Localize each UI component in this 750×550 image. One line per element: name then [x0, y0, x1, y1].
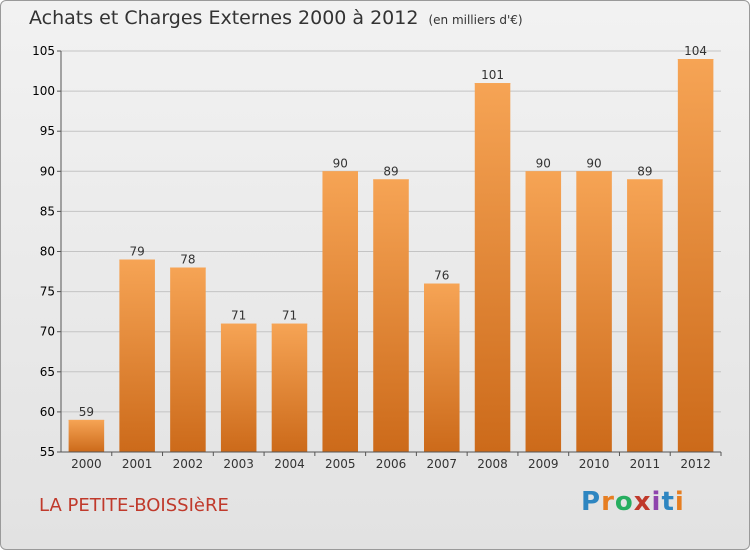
value-label: 89: [637, 164, 652, 178]
value-label: 90: [586, 156, 601, 170]
value-label: 78: [180, 253, 195, 267]
y-tick-label: 80: [40, 245, 55, 259]
value-label: 79: [130, 245, 145, 259]
x-tick-label: 2002: [173, 457, 204, 471]
chart-title-text: Achats et Charges Externes 2000 à 2012: [29, 7, 419, 29]
x-tick-label: 2004: [274, 457, 305, 471]
value-label: 89: [383, 164, 398, 178]
logo-letter: t: [661, 487, 675, 517]
x-tick-label: 2006: [376, 457, 407, 471]
x-tick-label: 2010: [579, 457, 610, 471]
x-tick-label: 2008: [477, 457, 508, 471]
y-tick-label: 95: [40, 124, 55, 138]
bar-series: [68, 59, 714, 453]
x-tick-label: 2009: [528, 457, 559, 471]
value-label: 71: [282, 309, 297, 323]
bar: [68, 419, 105, 452]
y-tick-label: 55: [40, 445, 55, 459]
y-tick-label: 100: [32, 84, 55, 98]
value-label: 90: [333, 156, 348, 170]
y-tick-label: 60: [40, 405, 55, 419]
chart-title: Achats et Charges Externes 2000 à 2012 (e…: [29, 7, 523, 29]
y-tick-label: 105: [32, 44, 55, 58]
bar: [322, 171, 358, 453]
value-label: 71: [231, 309, 246, 323]
bar: [424, 283, 460, 452]
bar: [525, 171, 562, 453]
bar: [119, 259, 155, 452]
logo-letter: r: [601, 487, 615, 517]
x-tick-label: 2011: [630, 457, 661, 471]
logo-letter: i: [674, 487, 685, 517]
bar: [474, 83, 511, 452]
x-tick-label: 2012: [680, 457, 711, 471]
value-label: 104: [684, 44, 707, 58]
x-tick-label: 2000: [71, 457, 102, 471]
y-tick-label: 85: [40, 204, 55, 218]
x-tick-label: 2003: [223, 457, 254, 471]
logo-letter: o: [614, 487, 634, 517]
value-label: 59: [79, 405, 94, 419]
logo-letter: P: [581, 487, 602, 517]
x-tick-label: 2005: [325, 457, 356, 471]
value-label: 90: [536, 156, 551, 170]
bar: [627, 179, 663, 452]
value-label: 101: [481, 68, 504, 82]
commune-name: LA PETITE-BOISSIèRE: [39, 495, 229, 516]
value-label: 76: [434, 269, 449, 283]
y-tick-label: 90: [40, 164, 55, 178]
y-tick-label: 70: [40, 325, 55, 339]
proxiti-logo: Proxiti: [581, 487, 685, 517]
value-labels: 59 79 78 71 71 90 89 76 101 90 90 89 104: [79, 44, 707, 419]
logo-letter: x: [633, 487, 652, 517]
y-axis-ticks: 55 60 65 70 75 80 85 90 95 100 105: [32, 44, 61, 459]
bar: [170, 267, 206, 452]
bar: [373, 179, 409, 452]
logo-letter: i: [651, 487, 662, 517]
x-axis-ticks: 2000 2001 2002 2003 2004 2005 2006 2007 2008 2009…: [71, 452, 722, 471]
x-tick-label: 2001: [122, 457, 153, 471]
bar: [220, 323, 257, 452]
bar: [271, 323, 308, 452]
bar: [576, 171, 612, 453]
bar: [677, 59, 714, 453]
chart-subtitle: (en milliers d'€): [428, 13, 523, 27]
y-tick-label: 75: [40, 285, 55, 299]
y-tick-label: 65: [40, 365, 55, 379]
x-tick-label: 2007: [426, 457, 457, 471]
